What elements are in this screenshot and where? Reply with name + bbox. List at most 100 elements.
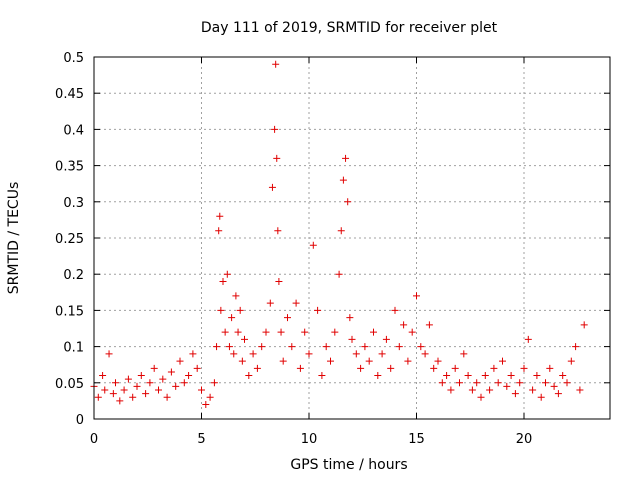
data-point [537, 393, 545, 401]
data-point [305, 350, 313, 358]
data-point [348, 335, 356, 343]
data-point [352, 350, 360, 358]
data-point [272, 60, 280, 68]
y-tick-label: 0.15 [55, 304, 84, 319]
data-point [296, 364, 304, 372]
data-point [228, 314, 236, 322]
data-point [460, 350, 468, 358]
data-point [238, 357, 246, 365]
data-point [580, 321, 588, 329]
x-tick-label: 0 [90, 432, 98, 447]
y-tick-label: 0.45 [55, 87, 84, 102]
data-point [274, 227, 282, 235]
data-point [481, 372, 489, 380]
data-point [464, 372, 472, 380]
data-point [202, 401, 210, 409]
data-point [167, 368, 175, 376]
data-point [554, 390, 562, 398]
data-point [404, 357, 412, 365]
data-point [193, 364, 201, 372]
data-point [245, 372, 253, 380]
data-point [520, 364, 528, 372]
data-point [234, 328, 242, 336]
data-point [275, 277, 283, 285]
data-point [357, 364, 365, 372]
data-point [232, 292, 240, 300]
data-point [511, 390, 519, 398]
data-point [425, 321, 433, 329]
data-point [180, 379, 188, 387]
data-point [567, 357, 575, 365]
data-point [507, 372, 515, 380]
data-point [262, 328, 270, 336]
data-point [335, 270, 343, 278]
x-tick-label: 15 [408, 432, 425, 447]
data-point [249, 350, 257, 358]
x-tick-label: 5 [197, 432, 205, 447]
data-point [112, 379, 119, 387]
data-point [447, 386, 455, 394]
y-tick-label: 0.5 [63, 51, 84, 66]
data-point [322, 343, 330, 351]
data-point [314, 306, 322, 314]
data-point [524, 335, 532, 343]
data-point [413, 292, 420, 300]
data-point [468, 386, 476, 394]
data-point [189, 350, 197, 358]
data-point [370, 328, 377, 336]
data-point [473, 379, 481, 387]
data-point [219, 277, 227, 285]
data-point [486, 386, 494, 394]
data-point [163, 393, 171, 401]
data-point [99, 372, 107, 380]
y-tick-label: 0.35 [55, 160, 84, 175]
y-tick-label: 0.2 [63, 268, 84, 283]
data-point [258, 343, 266, 351]
data-point [292, 299, 300, 307]
data-point [279, 357, 287, 365]
y-tick-label: 0 [76, 413, 84, 428]
y-tick-label: 0.25 [55, 232, 84, 247]
data-point [499, 357, 506, 365]
data-point [116, 397, 124, 405]
chart-title: Day 111 of 2019, SRMTID for receiver ple… [201, 20, 498, 36]
data-point [331, 328, 339, 336]
data-point [374, 372, 382, 380]
x-tick-label: 20 [516, 432, 533, 447]
data-point [241, 335, 248, 343]
data-point [146, 379, 154, 387]
data-point [438, 379, 446, 387]
y-tick-label: 0.3 [63, 196, 84, 211]
data-point [387, 364, 395, 372]
data-point [572, 343, 580, 351]
data-point [216, 212, 224, 220]
y-axis-title: SRMTID / TECUs [6, 182, 22, 295]
data-point [542, 379, 549, 387]
data-point [150, 364, 158, 372]
data-point [223, 270, 231, 278]
data-point [172, 382, 180, 390]
y-tick-label: 0.4 [63, 123, 84, 138]
data-point [133, 382, 141, 390]
data-point [277, 328, 285, 336]
data-point [129, 393, 137, 401]
data-point [268, 183, 276, 191]
grid-lines [94, 57, 610, 419]
data-point [344, 198, 352, 206]
data-point [137, 372, 145, 380]
data-point [221, 328, 229, 336]
data-point [378, 350, 386, 358]
data-point [230, 350, 238, 358]
data-point [273, 154, 281, 162]
data-point [546, 364, 554, 372]
data-point [120, 386, 128, 394]
y-tick-label: 0.05 [55, 377, 84, 392]
data-points [90, 60, 588, 409]
data-point [185, 372, 193, 380]
data-point [94, 393, 102, 401]
data-point [395, 343, 403, 351]
y-tick-label: 0.1 [63, 341, 84, 356]
data-point [382, 335, 390, 343]
data-point [503, 382, 511, 390]
